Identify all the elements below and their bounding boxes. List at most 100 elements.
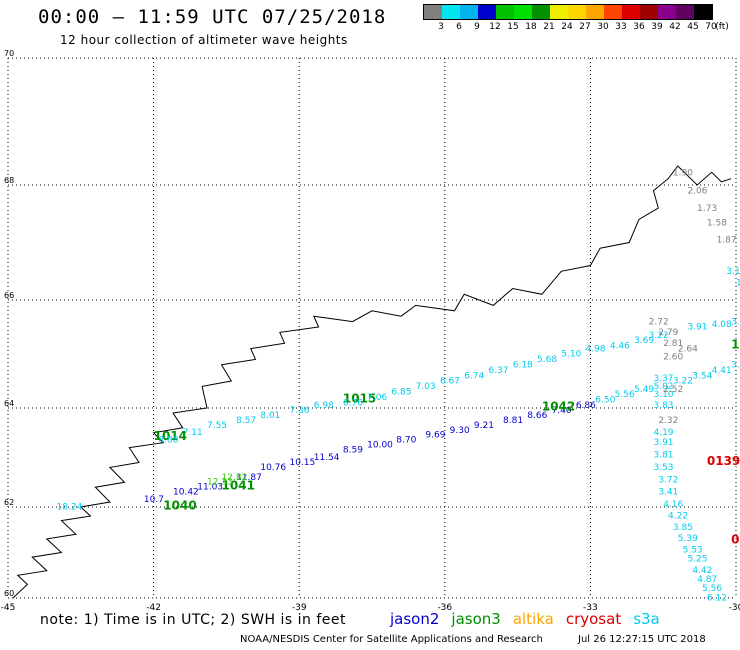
x-tick-label: -42 — [146, 603, 161, 613]
grey-point-label: 2.52 — [663, 385, 683, 395]
jason2-point-label: 8.59 — [343, 446, 363, 456]
s3a-point-label: 5.39 — [678, 534, 698, 544]
legend-swatch — [640, 5, 658, 19]
legend-swatch — [658, 5, 676, 19]
grey-point-label: 1.90 — [673, 168, 693, 178]
jason2-point-label: 10.7 — [144, 495, 164, 505]
y-tick-label: 70 — [4, 49, 14, 58]
s3a-point-label: 3.3 — [731, 361, 740, 371]
legend-swatch — [514, 5, 532, 19]
jason2-point-label: 9.69 — [425, 431, 445, 441]
s3a-point-label: 3.91 — [653, 438, 673, 448]
y-tick-label: 68 — [4, 176, 14, 185]
s3a-point-label: 3.69 — [634, 336, 654, 346]
legend-label: 39 — [651, 22, 663, 32]
legend-label: 12 — [489, 22, 501, 32]
legend-swatch — [622, 5, 640, 19]
s3a-point-label: 4.98 — [586, 344, 606, 354]
legend-swatch — [568, 5, 586, 19]
s3a-point-label: 3.83 — [653, 401, 673, 411]
grey-point-label: 1.87 — [717, 236, 737, 246]
s3a-point-label: 3.22 — [673, 377, 693, 387]
s3a-point-label: 6.74 — [464, 371, 484, 381]
s3a-point-label: 4.22 — [668, 511, 688, 521]
jason2-point-label: 11.87 — [236, 473, 262, 483]
s3a-point-label: 3.72 — [658, 475, 678, 485]
s3a-point-label: 6.76 — [343, 398, 363, 408]
legend-swatch — [496, 5, 514, 19]
cryosat-point-label: 013 — [731, 532, 740, 546]
altika-point-label: 12.33 — [207, 478, 233, 488]
legend-swatch — [478, 5, 496, 19]
s3a-point-label: 7.06 — [367, 393, 387, 403]
jason2-point-label: 10.42 — [173, 488, 199, 498]
chart-title: 00:00 — 11:59 UTC 07/25/2018 — [38, 6, 387, 28]
jason2-point-label: 8.81 — [503, 416, 523, 426]
axis-labels: -45 -42 -39 -36 -33 -30 70 68 66 64 62 60 — [1, 49, 740, 613]
jason3-point-label: 1040 — [163, 498, 196, 512]
s3a-point-label: 8.88 — [158, 436, 178, 446]
y-tick-label: 66 — [4, 291, 14, 300]
satellite-cryosat: cryosat — [565, 610, 622, 628]
s3a-point-label: 6.12 — [707, 593, 727, 603]
y-tick-label: 62 — [4, 498, 14, 507]
s3a-point-label: 5.10 — [561, 350, 581, 360]
satellite-jason2: jason2 — [390, 610, 440, 628]
legend-swatch — [676, 5, 694, 19]
s3a-point-label: 7.55 — [207, 421, 227, 431]
legend-label: 27 — [579, 22, 591, 32]
grey-point-label: 2.64 — [678, 344, 698, 354]
s3a-point-label: 7.03 — [416, 382, 436, 392]
s3a-point-label: 5.49 — [634, 385, 654, 395]
x-tick-label: -45 — [1, 603, 16, 613]
grey-point-label: 2.81 — [663, 339, 683, 349]
jason3-point-label: 1016 — [731, 338, 740, 352]
s3a-point-label: 8.01 — [260, 411, 280, 421]
satellite-legend: jason2 jason3 altika cryosat s3a — [390, 610, 672, 628]
satellite-s3a: s3a — [633, 610, 660, 628]
s3a-point-label: 4.16 — [663, 500, 683, 510]
grid-lines — [7, 57, 737, 599]
legend-unit: (ft) — [715, 22, 729, 32]
grey-point-label: 1.58 — [707, 218, 727, 228]
legend-swatch — [586, 5, 604, 19]
legend-swatch — [442, 5, 460, 19]
grey-point-label: 1.73 — [697, 204, 717, 214]
s3a-point-label: 6.85 — [391, 388, 411, 398]
s3a-point-label: 4.87 — [697, 575, 717, 585]
jason2-point-label: 9.30 — [450, 426, 470, 436]
jason2-point-label: 11.03 — [197, 483, 223, 493]
s3a-point-label: 5.53 — [683, 546, 703, 556]
altika-point-label: 12.82 — [222, 473, 248, 483]
color-legend: 3 6 9 12 15 18 21 24 27 30 33 36 39 42 45 70 (ft) — [423, 4, 729, 34]
s3a-point-label: 3.85 — [673, 523, 693, 533]
legend-labels: 3 6 9 12 15 18 21 24 27 30 33 36 39 42 45 70 (ft) — [423, 20, 729, 34]
grey-point-label: 2.06 — [687, 187, 707, 197]
s3a-point-label: 3.91 — [687, 323, 707, 333]
jason2-point-label: 10.76 — [260, 463, 286, 473]
legend-label: 70 — [705, 22, 717, 32]
s3a-point-label: 3.1 — [726, 267, 740, 277]
jason3-point-label: 1041 — [222, 479, 255, 493]
x-tick-label: -30 — [729, 603, 740, 613]
legend-swatch — [604, 5, 622, 19]
grey-point-label: 2.79 — [658, 328, 678, 338]
x-tick-label: -33 — [583, 603, 598, 613]
x-tick-label: -36 — [437, 603, 452, 613]
cryosat-point-label: 0139 — [707, 454, 740, 468]
x-tick-label: -39 — [292, 603, 307, 613]
s3a-point-label: 3.22 — [649, 331, 669, 341]
s3a-point-label: 7.36 — [289, 406, 309, 416]
jason2-point-label: 8.70 — [396, 436, 416, 446]
s3a-point-label: 8.57 — [236, 416, 256, 426]
grey-point-label: 2.32 — [658, 416, 678, 426]
jason2-point-label: 7.40 — [552, 406, 572, 416]
legend-label: 6 — [456, 22, 462, 32]
legend-label: 33 — [615, 22, 627, 32]
s3a-point-label: 6.37 — [488, 366, 508, 376]
generated-timestamp: Jul 26 12:27:15 UTC 2018 — [578, 634, 706, 645]
s3a-point-label: 6.50 — [595, 396, 615, 406]
legend-label: 45 — [687, 22, 699, 32]
legend-label: 21 — [543, 22, 555, 32]
